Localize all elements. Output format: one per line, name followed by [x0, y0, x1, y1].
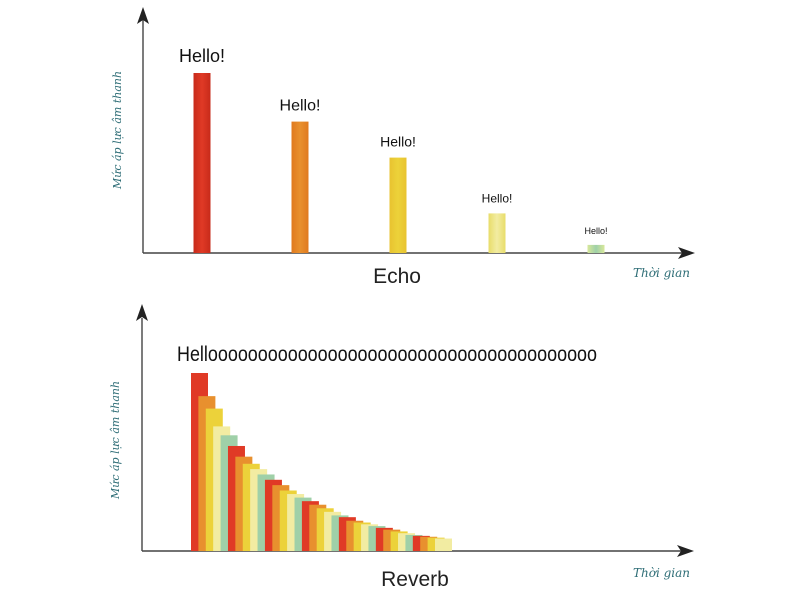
echo-x-label: Thời gian: [633, 266, 690, 280]
echo-hello-label-4: Hello!: [482, 191, 513, 205]
reverb-bar-34: [435, 538, 452, 551]
echo-hello-label-3: Hello!: [380, 134, 416, 150]
echo-bar-4: [488, 213, 506, 253]
echo-hello-label-5: Hello!: [584, 226, 607, 236]
reverb-y-label: Mức áp lực âm thanh: [109, 381, 122, 500]
echo-hello-label-2: Hello!: [280, 98, 321, 115]
echo-y-arrow: [137, 7, 149, 24]
reverb-bars: [191, 373, 452, 551]
echo-bar-5: [587, 244, 605, 253]
echo-panel: Mức áp lực âm thanh Thời gian Echo Hello…: [111, 7, 695, 288]
reverb-panel: Mức áp lực âm thanh Thời gian Reverb Hel…: [109, 304, 694, 591]
reverb-y-arrow: [136, 304, 148, 321]
reverb-title: Reverb: [381, 568, 449, 591]
reverb-x-arrow: [677, 545, 694, 557]
echo-hello-label-1: Hello!: [179, 46, 225, 66]
echo-bar-1: [193, 73, 211, 253]
echo-title: Echo: [373, 265, 421, 288]
echo-y-label: Mức áp lực âm thanh: [111, 71, 124, 190]
echo-bar-2: [291, 121, 309, 253]
echo-bars: Hello! Hello! Hello! Hello! Hello!: [179, 46, 608, 253]
echo-x-arrow: [678, 247, 695, 259]
reverb-hello-text: Helloooooooooooooooooooooooooooooooooooo…: [177, 343, 597, 366]
echo-bar-3: [389, 157, 407, 253]
reverb-x-label: Thời gian: [633, 566, 690, 580]
